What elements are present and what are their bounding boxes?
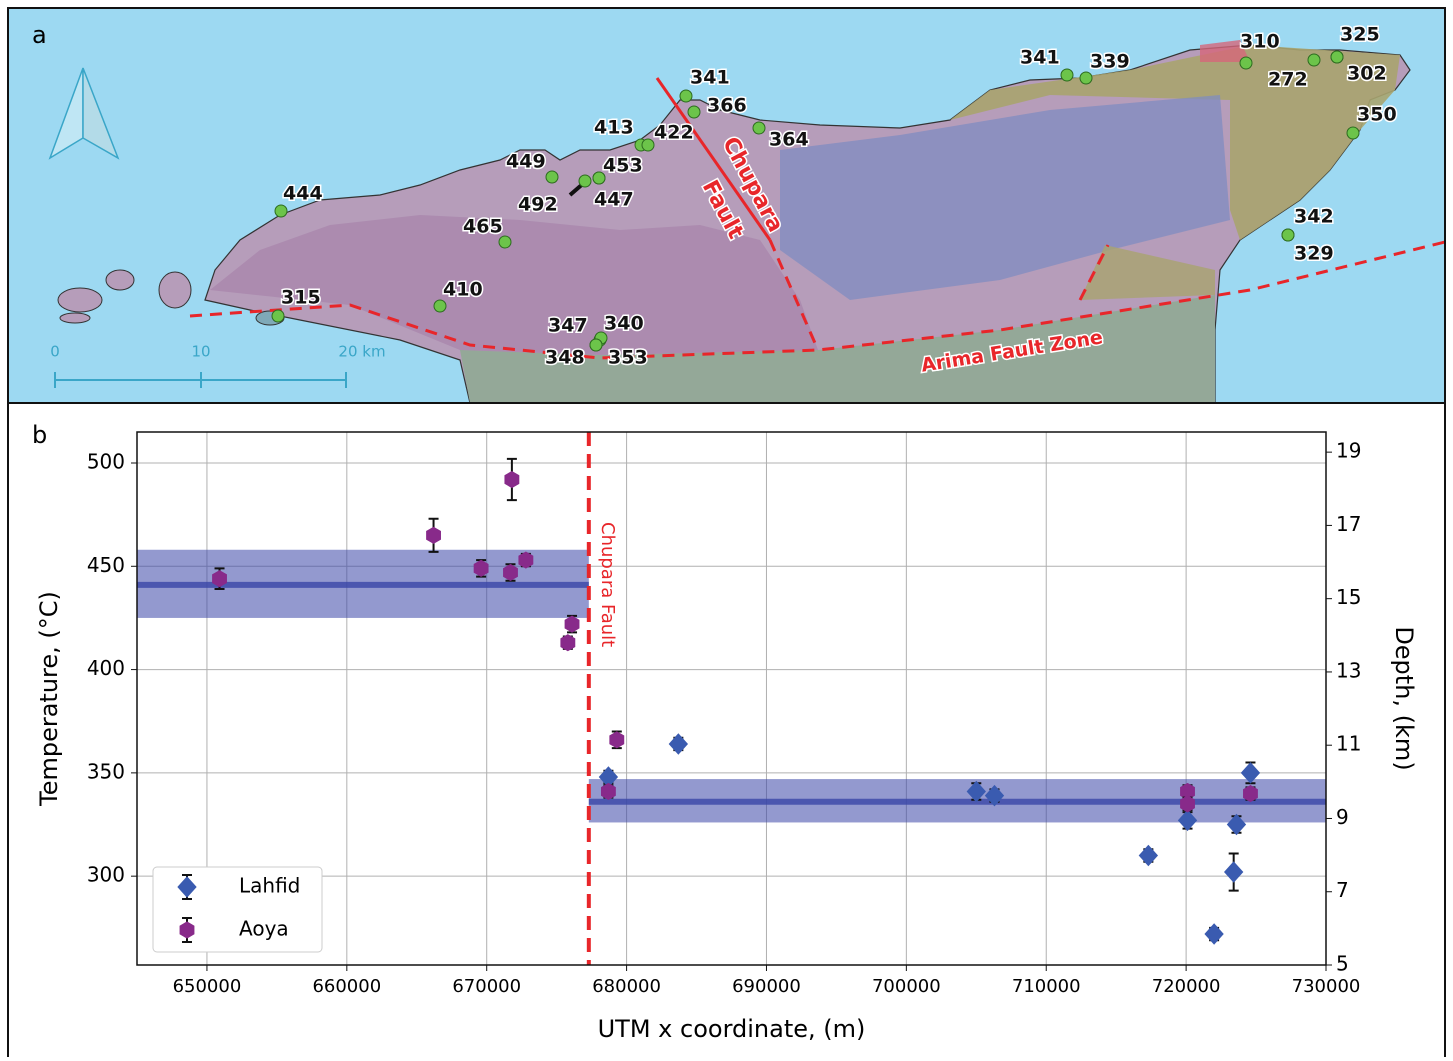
site-marker [1282,229,1294,241]
site-marker [546,171,558,183]
site-marker [680,90,692,102]
hexagon-marker [1244,786,1258,802]
site-label: 341 [690,67,730,89]
x-tick-label: 660000 [312,976,381,997]
site-label: 422 [654,122,694,144]
hexagon-marker [474,560,488,576]
site-label: 453 [603,155,643,177]
scale-label: 10 [191,343,210,361]
site-label: 315 [281,287,321,309]
site-label: 366 [707,95,747,117]
hexagon-marker [213,571,227,587]
x-tick-label: 730000 [1292,976,1361,997]
site-marker [1347,127,1359,139]
hexagon-marker [505,472,519,488]
hexagon-marker [610,732,624,748]
x-axis-label: UTM x coordinate, (m) [598,1015,866,1043]
site-marker [642,139,654,151]
legend-marker [180,922,194,938]
hexagon-marker [561,635,575,651]
y-tick-label: 350 [87,759,125,783]
site-label: 348 [545,347,585,369]
site-marker [499,236,511,248]
site-marker [272,310,284,322]
y2-tick-label: 19 [1336,439,1361,463]
fault-annotation: Chupara Fault [597,522,618,647]
site-label: 413 [594,117,634,139]
y-axis-label: Temperature, (°C) [35,591,63,807]
site-label: 342 [1294,206,1334,228]
y-tick-label: 450 [87,553,125,577]
map: 0 10 20 km Chupara Fault Arima Fault Zon… [8,8,1445,403]
site-label: 350 [1357,104,1397,126]
site-label: 410 [443,279,483,301]
islet [159,272,191,308]
y2-tick-label: 5 [1336,952,1349,976]
hexagon-marker [519,552,533,568]
y-tick-label: 500 [87,449,125,473]
site-marker [434,300,446,312]
site-label: 302 [1347,63,1387,85]
x-tick-label: 700000 [872,976,941,997]
panel-label: a [32,21,47,49]
y2-tick-label: 7 [1336,878,1349,902]
site-label: 310 [1240,31,1280,53]
islet [106,270,134,290]
site-marker [1240,57,1252,69]
x-tick-label: 650000 [173,976,242,997]
site-marker [1080,72,1092,84]
legend-label: Lahfid [239,874,300,898]
y-tick-label: 400 [87,656,125,680]
y-tick-label: 300 [87,863,125,887]
plot: 650000 660000 670000 680000 690000 700000 7100… [35,432,1418,1043]
site-label: 447 [594,189,634,211]
scale-label: 0 [50,343,60,361]
hexagon-marker [427,527,441,543]
site-label: 465 [463,216,503,238]
site-label: 340 [604,313,644,335]
site-marker [1331,51,1343,63]
hexagon-marker [565,616,579,632]
panel-label: b [32,421,47,449]
site-marker [275,205,287,217]
site-label: 347 [548,315,588,337]
site-label: 449 [506,151,546,173]
site-label: 325 [1340,24,1380,46]
y2-axis-label: Depth, (km) [1390,626,1418,770]
x-tick-label: 710000 [1012,976,1081,997]
site-label: 341 [1020,47,1060,69]
y2-tick-label: 13 [1336,658,1361,682]
site-marker [1061,69,1073,81]
hexagon-marker [1181,796,1195,812]
y2-tick-label: 9 [1336,805,1349,829]
figure: 0 10 20 km Chupara Fault Arima Fault Zon… [0,0,1453,1057]
site-marker [579,175,591,187]
site-label: 339 [1090,51,1130,73]
x-tick-label: 690000 [732,976,801,997]
site-label: 364 [769,129,809,151]
site-label: 329 [1294,243,1334,265]
x-tick-label: 680000 [592,976,661,997]
site-marker [590,339,602,351]
site-marker [688,106,700,118]
site-label: 353 [608,347,648,369]
islet [58,288,102,312]
islet [60,313,90,323]
site-label: 492 [518,194,558,216]
site-marker [1308,54,1320,66]
hexagon-marker [601,783,615,799]
y2-tick-label: 17 [1336,512,1361,536]
site-label: 444 [283,183,323,205]
hexagon-marker [504,564,518,580]
y2-tick-label: 11 [1336,732,1361,756]
y2-tick-label: 15 [1336,585,1361,609]
scale-label: 20 km [338,343,385,361]
site-marker [753,122,765,134]
site-label: 272 [1268,69,1308,91]
x-tick-label: 720000 [1152,976,1221,997]
legend-label: Aoya [239,917,289,941]
x-tick-label: 670000 [452,976,521,997]
